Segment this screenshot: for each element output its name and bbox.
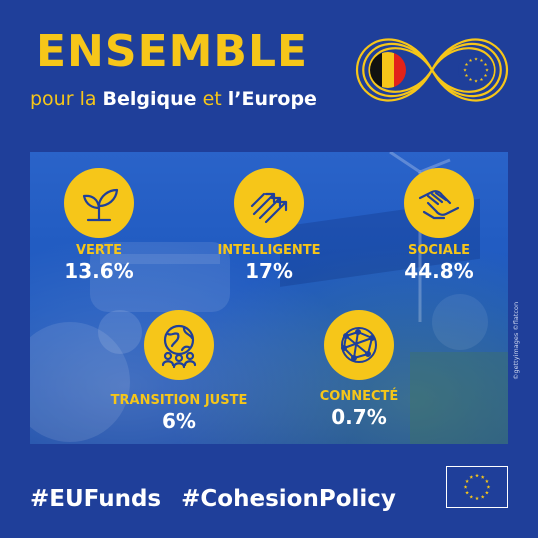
eu-star-icon <box>464 73 469 77</box>
hashtags: #EUFunds #CohesionPolicy <box>30 486 408 512</box>
eu-star-icon <box>475 473 479 478</box>
eu-star-icon <box>469 494 474 499</box>
category-label-transition-juste: TRANSITION JUSTE <box>110 393 248 408</box>
subtitle-europe: l’Europe <box>227 88 317 110</box>
page-subtitle: pour la Belgique et l’Europe <box>30 88 317 110</box>
hashtag-eufunds[interactable]: #EUFunds <box>30 486 162 512</box>
eu-flag-icon <box>446 466 508 508</box>
eu-star-icon <box>463 485 468 489</box>
eu-star-icon <box>479 58 484 62</box>
belgium-eu-infinity-logo <box>356 38 508 102</box>
category-value-intelligente: 17% <box>245 259 293 283</box>
upward-arrows-icon <box>234 168 304 238</box>
page-title: ENSEMBLE <box>36 26 309 77</box>
eu-star-icon <box>483 62 488 66</box>
photo-credit: ©gettyimages ©flatcon <box>512 301 520 380</box>
category-value-sociale: 44.8% <box>404 259 474 283</box>
eu-star-icon <box>468 77 473 81</box>
category-label-connecte: CONNECTÉ <box>319 389 399 404</box>
eu-star-icon <box>465 479 469 483</box>
category-value-verte: 13.6% <box>64 259 134 283</box>
people-globe-icon <box>144 310 214 380</box>
category-label-verte: VERTE <box>75 243 123 258</box>
subtitle-text-2: et <box>202 88 222 110</box>
category-value-connecte: 0.7% <box>331 405 387 429</box>
belgian-flag-icon <box>370 52 406 88</box>
eu-star-icon <box>464 62 469 66</box>
eu-star-icon <box>485 490 489 495</box>
eu-star-icon <box>475 496 479 501</box>
network-globe-icon <box>324 310 394 380</box>
eu-star-icon <box>485 479 489 483</box>
leaf-sprout-icon <box>64 168 134 238</box>
eu-star-icon <box>468 58 473 62</box>
eu-star-icon <box>480 494 485 499</box>
category-value-transition-juste: 6% <box>162 409 196 433</box>
eu-star-icon <box>479 77 484 81</box>
category-label-intelligente: INTELLIGENTE <box>217 243 321 258</box>
categories-panel: VERTE 13.6% INTELLIGENTE 17% SOCIALE 44.… <box>30 152 508 444</box>
hands-icon <box>404 168 474 238</box>
eu-star-icon <box>486 485 491 489</box>
eu-star-icon <box>465 490 469 495</box>
subtitle-belgium: Belgique <box>102 88 197 110</box>
category-label-sociale: SOCIALE <box>407 243 471 258</box>
eu-star-icon <box>480 475 485 479</box>
eu-star-icon <box>474 57 478 61</box>
eu-star-icon <box>483 73 488 77</box>
eu-star-icon <box>469 475 474 479</box>
eu-star-icon <box>485 68 489 72</box>
eu-star-icon <box>474 79 478 83</box>
subtitle-text-1: pour la <box>30 88 97 110</box>
eu-star-icon <box>463 68 467 72</box>
eu-flag-circle-icon <box>458 52 494 88</box>
hashtag-cohesionpolicy[interactable]: #CohesionPolicy <box>181 486 396 512</box>
